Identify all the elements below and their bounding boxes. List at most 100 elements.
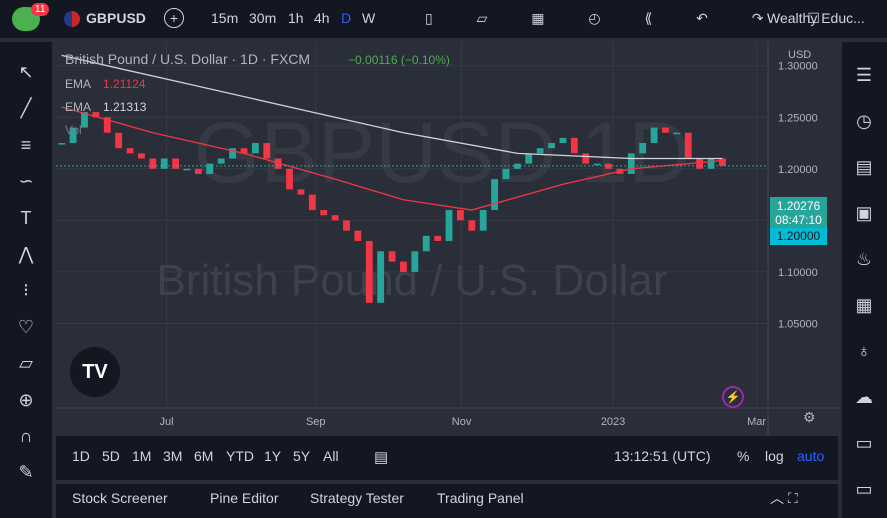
legend-change: −0.00116 (−0.10%)	[348, 53, 450, 67]
candle	[160, 158, 168, 169]
candle	[650, 127, 658, 144]
interval[interactable]: 15m	[211, 10, 239, 26]
candle	[696, 158, 704, 169]
range-button[interactable]: 1Y	[264, 448, 282, 464]
ema-line	[61, 54, 723, 160]
right-icons[interactable]: ☰ ◷ ▤ ▣ ♨ ▦ ♁ ☁ ▭ ▭	[855, 65, 873, 499]
symbol[interactable]: GBPUSD	[86, 10, 146, 26]
range-button[interactable]: 3M	[163, 448, 183, 464]
candle	[388, 251, 396, 262]
candle	[286, 168, 293, 190]
candle	[411, 251, 419, 272]
account[interactable]: Wealthy Educ...	[767, 10, 865, 26]
x-tick-label: Sep	[306, 416, 326, 428]
ema1-value: 1.21124	[103, 77, 146, 91]
candle	[582, 153, 590, 164]
flag-icon	[64, 11, 80, 27]
candle	[719, 158, 726, 166]
panel-tab[interactable]: Strategy Tester	[310, 490, 404, 506]
candle	[456, 210, 464, 221]
range-bar	[56, 436, 838, 476]
y-tick-label: 1.20000	[778, 164, 818, 176]
candle	[354, 230, 362, 241]
range-button[interactable]: 5Y	[293, 448, 311, 464]
candle	[206, 163, 214, 174]
notification-badge: 11	[31, 3, 50, 16]
top-bar	[0, 0, 887, 42]
candle	[707, 158, 715, 169]
candle	[81, 112, 88, 128]
ema2-label: EMA	[65, 100, 92, 114]
candle	[468, 220, 476, 231]
interval[interactable]: 4h	[314, 10, 330, 26]
x-tick-label: Jul	[159, 416, 173, 428]
ema-line	[61, 106, 723, 211]
range-button[interactable]: 6M	[194, 448, 214, 464]
tv-logo[interactable]: TV	[70, 347, 120, 397]
candle	[229, 148, 236, 159]
candle	[570, 137, 578, 154]
panel-tab[interactable]: Stock Screener	[72, 490, 168, 506]
y-tick-label: 1.30000	[778, 61, 818, 73]
candle	[183, 168, 191, 171]
interval[interactable]: D	[341, 10, 352, 26]
currency[interactable]: USD	[788, 49, 811, 61]
candle	[548, 143, 555, 149]
candle	[662, 127, 669, 133]
interval[interactable]: 30m	[249, 10, 277, 26]
panel-tab[interactable]: Pine Editor	[210, 490, 279, 506]
candle	[422, 235, 430, 252]
left-toolbar	[0, 42, 56, 518]
range-button[interactable]: 5D	[102, 448, 120, 464]
candle	[377, 251, 385, 303]
x-tick-label: 2023	[601, 416, 625, 428]
candle	[502, 168, 510, 180]
interval[interactable]: W	[362, 10, 376, 26]
panel-bar	[56, 480, 838, 518]
y-tick-label: 1.25000	[778, 112, 818, 124]
y-tick-label: 1.05000	[778, 318, 818, 330]
time-axis	[56, 408, 768, 436]
candle	[240, 148, 248, 154]
candle	[103, 117, 111, 133]
candle	[627, 153, 635, 174]
interval[interactable]: 1h	[288, 10, 304, 26]
candle	[525, 153, 533, 164]
auto-toggle[interactable]: auto	[797, 448, 825, 464]
candle	[331, 215, 339, 221]
panel-tab[interactable]: Trading Panel	[437, 490, 524, 506]
clock[interactable]: 13:12:51 (UTC)	[614, 448, 711, 464]
range-button[interactable]: YTD	[226, 448, 254, 464]
toolbar-icons: ▯ ▱ ▦ ◴ ⟪ ↶ ↷ ☐	[425, 10, 840, 26]
candle	[92, 112, 100, 118]
candle	[320, 210, 328, 216]
candle	[491, 179, 499, 211]
ema1-label: EMA	[65, 77, 92, 91]
candle	[684, 132, 692, 159]
calendar-icon[interactable]: ▤	[374, 449, 389, 466]
candle	[138, 153, 145, 159]
candle	[536, 148, 544, 154]
flash-icon[interactable]: ⚡	[722, 386, 744, 408]
candle	[263, 143, 271, 159]
candle	[194, 168, 202, 174]
log-toggle[interactable]: log	[765, 448, 784, 464]
collapse-icon[interactable]: ︿ ⛶	[770, 490, 798, 506]
range-button[interactable]: 1D	[72, 448, 90, 464]
candle	[365, 240, 373, 303]
range-button[interactable]: 1M	[132, 448, 152, 464]
x-tick-label: Nov	[452, 416, 472, 428]
candle	[593, 163, 601, 166]
tool-icons[interactable]: ↖ ╱ ≡ ∽ T ⋀ ⁝ ♡ ▱ ⊕ ∩ ✎	[17, 62, 35, 483]
candle	[217, 158, 225, 164]
candle	[172, 158, 180, 169]
range-button[interactable]: All	[323, 448, 339, 464]
candle	[400, 261, 407, 272]
candle	[673, 132, 681, 135]
percent-toggle[interactable]: %	[737, 448, 750, 464]
watermark: GBPUSD 1D	[193, 105, 690, 201]
settings-icon[interactable]: ⚙	[803, 409, 816, 425]
add-symbol[interactable]: +	[164, 8, 184, 28]
legend-title: British Pound / U.S. Dollar · 1D · FXCM	[65, 51, 311, 67]
